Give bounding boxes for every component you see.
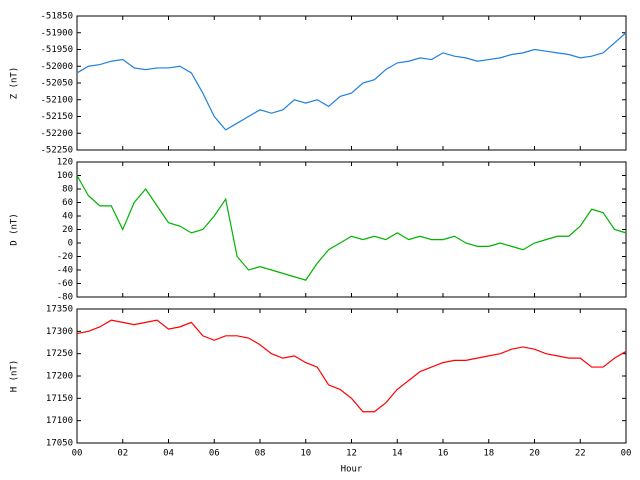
y-tick-label: 100: [57, 171, 73, 181]
y-tick-label: -52150: [40, 112, 73, 122]
x-tick-label: 18: [483, 449, 494, 459]
y-tick-label: -52200: [40, 129, 73, 139]
y-tick-label: -51900: [40, 28, 73, 38]
y-tick-label: -60: [57, 279, 73, 289]
x-tick-label: 22: [575, 449, 586, 459]
plot-frame: [76, 15, 627, 151]
y-tick-label: 0: [68, 239, 73, 249]
y-tick-label: -52050: [40, 79, 73, 89]
y-axis-label: Z (nT): [10, 67, 20, 100]
y-axis-label: D (nT): [10, 213, 20, 246]
y-tick-label: 17050: [46, 439, 73, 449]
y-tick-label: -51850: [40, 12, 73, 22]
x-tick-label: 00: [621, 449, 632, 459]
y-axis-label: H (nT): [10, 360, 20, 393]
y-tick-label: -80: [57, 293, 73, 303]
y-tick-label: -51950: [40, 45, 73, 55]
y-tick-label: 17150: [46, 394, 73, 404]
y-tick-label: -52000: [40, 62, 73, 72]
y-tick-label: 17250: [46, 349, 73, 359]
y-tick-label: 60: [62, 198, 73, 208]
data-line: [76, 32, 627, 131]
x-tick-label: 08: [255, 449, 266, 459]
y-tick-label: 17300: [46, 327, 73, 337]
y-tick-label: 40: [62, 212, 73, 222]
x-tick-label: 12: [346, 449, 357, 459]
y-tick-label: 120: [57, 158, 73, 168]
x-tick-label: 02: [117, 449, 128, 459]
y-tick-label: 17200: [46, 372, 73, 382]
x-axis-label: Hour: [341, 465, 363, 475]
x-tick-label: 04: [163, 449, 174, 459]
y-tick-label: -52100: [40, 95, 73, 105]
y-tick-label: 17100: [46, 416, 73, 426]
plot-frame: [76, 308, 627, 444]
x-tick-label: 00: [72, 449, 83, 459]
x-tick-label: 16: [438, 449, 449, 459]
x-tick-label: 14: [392, 449, 403, 459]
y-tick-label: -40: [57, 266, 73, 276]
x-tick-label: 10: [300, 449, 311, 459]
x-tick-label: 06: [209, 449, 220, 459]
y-tick-label: -52250: [40, 146, 73, 156]
x-tick-label: 20: [529, 449, 540, 459]
y-tick-label: 17350: [46, 305, 73, 315]
y-tick-label: 20: [62, 225, 73, 235]
y-tick-label: 80: [62, 185, 73, 195]
y-tick-label: -20: [57, 252, 73, 262]
plot-frame: [76, 161, 627, 298]
data-line: [76, 175, 627, 281]
data-line: [76, 319, 627, 413]
